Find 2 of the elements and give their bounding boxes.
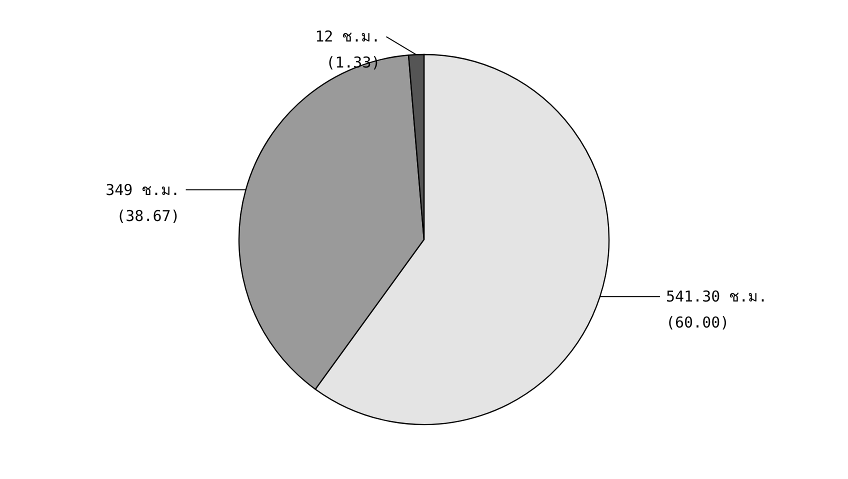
data-label: 541.30 ช.ม. (60.00) <box>666 288 768 332</box>
data-label: 349 ช.ม. (38.67) <box>106 180 180 225</box>
